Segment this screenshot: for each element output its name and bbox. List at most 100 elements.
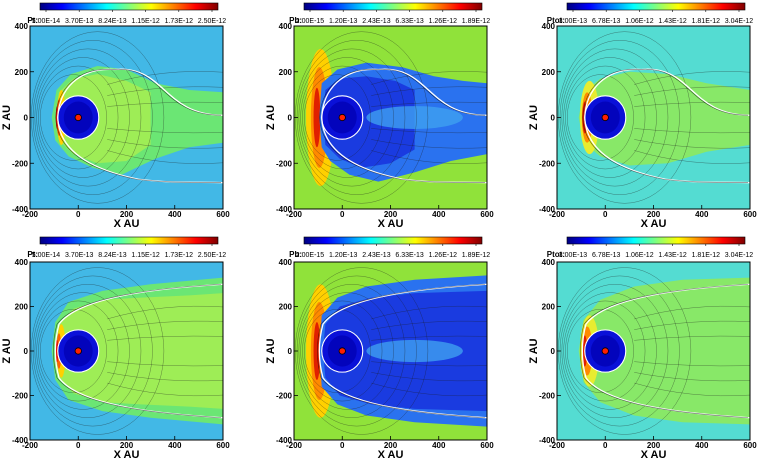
colorbar-tick-label: 1.43E-12 xyxy=(658,252,687,259)
colorbar-variable-label: Pb: xyxy=(289,250,302,259)
y-tick-label: 200 xyxy=(279,68,293,77)
x-tick-label: 600 xyxy=(743,210,757,219)
colorbar-tick-label: 1.89E-12 xyxy=(462,252,491,259)
x-tick-label: 200 xyxy=(384,210,398,219)
x-tick-label: -200 xyxy=(22,441,39,450)
colorbar-tick-label: 1.43E-12 xyxy=(658,18,687,25)
y-axis-label: Z AU xyxy=(265,105,277,130)
y-axis-label: Z AU xyxy=(265,338,277,363)
x-axis-label: X AU xyxy=(641,449,667,461)
x-tick-label: 200 xyxy=(120,210,134,219)
colorbar xyxy=(303,236,483,245)
y-tick-label: -200 xyxy=(12,159,29,168)
x-tick-label: -200 xyxy=(549,210,566,219)
x-tick-label: 600 xyxy=(480,441,494,450)
x-tick-label: 0 xyxy=(603,210,608,219)
sun-marker xyxy=(601,113,609,122)
y-tick-label: -400 xyxy=(276,205,293,214)
y-tick-label: 400 xyxy=(542,22,556,31)
colorbar xyxy=(39,236,219,245)
colorbar-tick-label: 1.15E-12 xyxy=(131,18,160,25)
y-tick-label: 0 xyxy=(24,114,29,123)
colorbar-tick-label: 1.73E-12 xyxy=(165,18,194,25)
x-tick-label: 200 xyxy=(120,441,134,450)
sun-marker xyxy=(338,347,346,355)
y-tick-label: 200 xyxy=(542,68,556,77)
y-tick-label: 400 xyxy=(279,258,293,267)
sun-marker xyxy=(601,347,609,355)
x-tick-label: 200 xyxy=(647,441,661,450)
colorbar-tick-label: 3.70E-13 xyxy=(65,18,94,25)
colorbar-tick-label: 1.81E-12 xyxy=(692,252,721,259)
panel-3: Ptot:3.00E-13 6.78E-13 1.06E-12 1.43E-12 1.8… xyxy=(528,2,757,230)
y-axis-label: Z AU xyxy=(528,105,540,130)
x-tick-label: 200 xyxy=(647,210,661,219)
colorbar-variable-label: Pt: xyxy=(27,250,38,259)
sun-marker xyxy=(74,347,82,355)
y-tick-label: -200 xyxy=(12,392,29,401)
colorbar-tick-label: 6.78E-13 xyxy=(592,18,621,25)
field-map xyxy=(30,26,223,209)
y-tick-label: 0 xyxy=(551,347,556,356)
colorbar-tick-label: 5.00E-14 xyxy=(32,252,61,259)
x-axis-label: X AU xyxy=(114,218,140,230)
colorbar-tick-label: 1.06E-12 xyxy=(625,18,654,25)
colorbar-tick-label: 2.00E-15 xyxy=(296,252,325,259)
colorbar-tick-label: 1.81E-12 xyxy=(692,18,721,25)
panel-6: Ptot:3.00E-13 6.78E-13 1.06E-12 1.43E-12 1.8… xyxy=(528,236,757,461)
x-tick-label: -200 xyxy=(22,210,39,219)
colorbar-tick-label: 1.89E-12 xyxy=(462,18,491,25)
field-map xyxy=(557,26,750,209)
colorbar-tick-label: 5.00E-14 xyxy=(32,18,61,25)
heliopause-line xyxy=(581,283,750,419)
colorbar-tick-label: 1.73E-12 xyxy=(165,252,194,259)
x-axis-label: X AU xyxy=(114,449,140,461)
colorbar xyxy=(566,2,746,11)
panel-2: Pb:2.00E-15 1.20E-13 2.43E-13 6.33E-13 1.26E… xyxy=(265,2,494,230)
colorbar-tick-label: 1.15E-12 xyxy=(131,252,160,259)
y-tick-label: 0 xyxy=(288,114,293,123)
x-tick-label: 600 xyxy=(743,441,757,450)
colorbar-tick-label: 1.26E-12 xyxy=(429,252,458,259)
panel-1: Pt:5.00E-14 3.70E-13 8.24E-13 1.15E-12 1.73E… xyxy=(1,2,230,230)
colorbar-tick-label: 1.20E-13 xyxy=(329,252,358,259)
heliopause-line xyxy=(54,283,223,419)
field-map xyxy=(294,262,487,440)
x-axis-label: X AU xyxy=(378,449,404,461)
x-tick-label: 400 xyxy=(695,441,709,450)
colorbar xyxy=(39,2,219,11)
x-tick-label: 0 xyxy=(76,210,81,219)
x-tick-label: -200 xyxy=(286,441,303,450)
colorbar-tick-label: 2.00E-15 xyxy=(296,18,325,25)
x-tick-label: 0 xyxy=(340,210,345,219)
y-tick-label: -400 xyxy=(539,205,556,214)
panel-5: Pb:2.00E-15 1.20E-13 2.43E-13 6.33E-13 1.26E… xyxy=(265,236,494,461)
field-map xyxy=(294,26,487,209)
colorbar-tick-label: 6.78E-13 xyxy=(592,252,621,259)
sun-marker xyxy=(338,113,346,122)
sun-marker xyxy=(74,113,82,122)
x-tick-label: 400 xyxy=(168,441,182,450)
colorbar-tick-label: 3.70E-13 xyxy=(65,252,94,259)
colorbar-tick-label: 6.33E-13 xyxy=(395,18,424,25)
colorbar-tick-label: 2.50E-12 xyxy=(198,252,227,259)
x-tick-label: -200 xyxy=(549,441,566,450)
y-tick-label: -200 xyxy=(276,392,293,401)
y-tick-label: -200 xyxy=(539,392,556,401)
y-tick-label: -200 xyxy=(276,159,293,168)
y-tick-label: 400 xyxy=(15,258,29,267)
y-tick-label: 200 xyxy=(542,303,556,312)
y-tick-label: 200 xyxy=(15,68,29,77)
colorbar-tick-label: 6.33E-13 xyxy=(395,252,424,259)
y-tick-label: 200 xyxy=(279,303,293,312)
y-tick-label: -400 xyxy=(12,205,29,214)
panel-4: Pt:5.00E-14 3.70E-13 8.24E-13 1.15E-12 1.73E… xyxy=(1,236,230,461)
colorbar-tick-label: 1.26E-12 xyxy=(429,18,458,25)
colorbar-tick-label: 1.20E-13 xyxy=(329,18,358,25)
colorbar xyxy=(303,2,483,11)
colorbar-variable-label: Ptot: xyxy=(547,250,565,259)
colorbar-tick-label: 2.50E-12 xyxy=(198,18,227,25)
colorbar-tick-label: 2.43E-13 xyxy=(362,252,391,259)
colorbar-tick-label: 3.04E-12 xyxy=(725,252,754,259)
